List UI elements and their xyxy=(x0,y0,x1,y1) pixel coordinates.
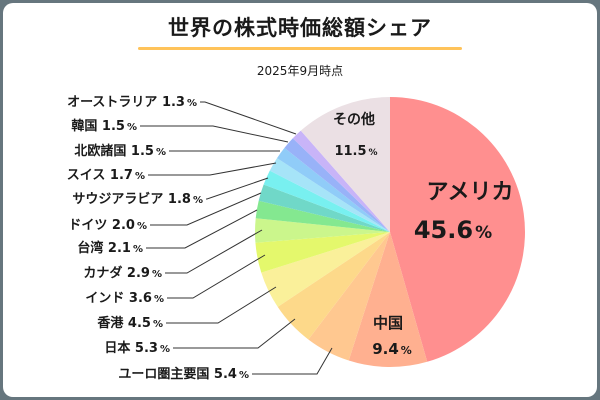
slice-label: サウジアラビア 1.8% xyxy=(72,191,203,207)
leader-line xyxy=(200,101,297,135)
slice-label-value: 9.4% xyxy=(372,340,412,358)
slice-label-name: その他 xyxy=(333,111,375,128)
pie-slice-1 xyxy=(348,232,428,367)
leader-line xyxy=(150,192,262,226)
slice-label: インド 3.6% xyxy=(85,291,164,306)
leader-line xyxy=(173,318,296,349)
leader-line xyxy=(146,209,258,249)
slice-label: 日本 5.3% xyxy=(104,340,170,356)
pie-slice-12 xyxy=(284,138,390,232)
slice-label-name: アメリカ xyxy=(427,180,514,205)
pie-slice-0 xyxy=(390,97,525,362)
pie-slice-8 xyxy=(258,184,390,232)
slice-label-name: 中国 xyxy=(373,314,403,332)
slice-label: 台湾 2.1% xyxy=(77,240,143,256)
title-underline xyxy=(138,47,462,50)
pie-slice-3 xyxy=(277,232,390,340)
pie-slice-10 xyxy=(269,158,390,232)
pie-slice-4 xyxy=(261,232,390,307)
slice-label: ドイツ 2.0% xyxy=(68,218,147,233)
leader-line xyxy=(148,162,277,176)
slice-label-value: 11.5% xyxy=(334,144,377,159)
leader-line xyxy=(166,286,277,324)
leader-line xyxy=(165,229,263,274)
slice-label: カナダ 2.9% xyxy=(83,265,162,281)
chart-title: 世界の株式時価総額シェア xyxy=(168,16,432,40)
pie-slice-5 xyxy=(255,232,390,273)
leader-line xyxy=(140,125,289,143)
pie-slice-14 xyxy=(300,97,390,232)
slice-label: ユーロ圏主要国 5.4% xyxy=(118,366,249,382)
pie-slice-11 xyxy=(277,147,390,232)
pie-slice-2 xyxy=(308,232,390,361)
slice-label: スイス 1.7% xyxy=(67,168,145,183)
leader-line xyxy=(206,177,269,200)
pie-slice-13 xyxy=(292,130,390,232)
slice-label: 北欧諸国 1.5% xyxy=(74,143,166,159)
leader-line xyxy=(252,347,333,375)
slice-label: 韓国 1.5% xyxy=(71,118,137,134)
slice-label-value: 45.6% xyxy=(414,216,492,244)
pie-slice-9 xyxy=(263,170,390,232)
leader-line xyxy=(167,254,266,299)
chart-subtitle: 2025年9月時点 xyxy=(256,64,344,78)
pie-slice-7 xyxy=(255,200,390,232)
pie-slice-6 xyxy=(254,218,390,243)
slice-label: オーストラリア 1.3% xyxy=(67,95,197,110)
slice-label: 香港 4.5% xyxy=(96,315,163,331)
